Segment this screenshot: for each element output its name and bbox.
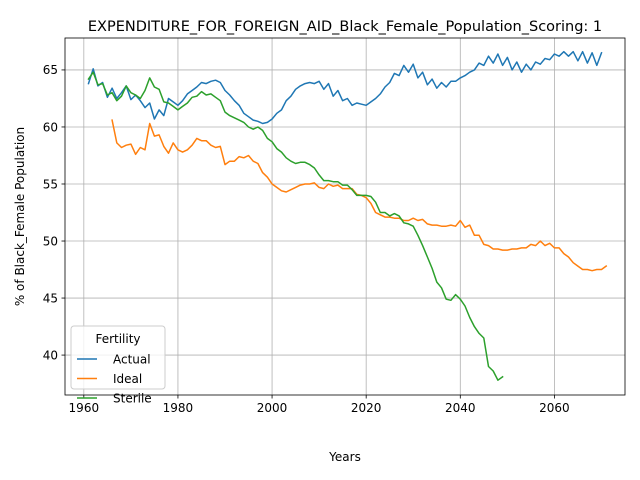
x-tick-label: 1960 <box>69 401 100 415</box>
series-line-actual <box>87 50 603 125</box>
series-lines <box>87 50 608 381</box>
y-tick-label: 50 <box>43 234 58 248</box>
series-line-sterile <box>87 71 504 381</box>
legend-title: Fertility <box>95 332 140 346</box>
x-axis-ticks: 1960 1980 2000 2020 2040 2060 <box>69 395 570 415</box>
y-tick-label: 45 <box>43 291 58 305</box>
y-axis-label: % of Black_Female Population <box>13 127 27 306</box>
y-tick-label: 60 <box>43 120 58 134</box>
chart-title: EXPENDITURE_FOR_FOREIGN_AID_Black_Female… <box>88 19 602 35</box>
legend-label-sterile: Sterile <box>113 391 152 405</box>
x-tick-label: 2020 <box>351 401 382 415</box>
plot-frame <box>64 37 626 396</box>
x-tick-label: 2060 <box>539 401 570 415</box>
x-axis-label: Years <box>328 450 361 464</box>
y-tick-label: 40 <box>43 348 58 362</box>
legend-box <box>70 325 166 390</box>
x-tick-label: 2040 <box>445 401 476 415</box>
y-axis-ticks: 40 45 50 55 60 65 <box>43 63 65 362</box>
legend-entries: Actual Ideal Sterile <box>77 352 152 405</box>
legend-label-actual: Actual <box>113 352 151 366</box>
y-tick-label: 65 <box>43 63 58 77</box>
legend-label-ideal: Ideal <box>113 372 142 386</box>
legend: Fertility Actual Ideal Sterile <box>70 325 166 405</box>
x-tick-label: 2000 <box>257 401 288 415</box>
x-tick-label: 1980 <box>163 401 194 415</box>
y-tick-label: 55 <box>43 177 58 191</box>
